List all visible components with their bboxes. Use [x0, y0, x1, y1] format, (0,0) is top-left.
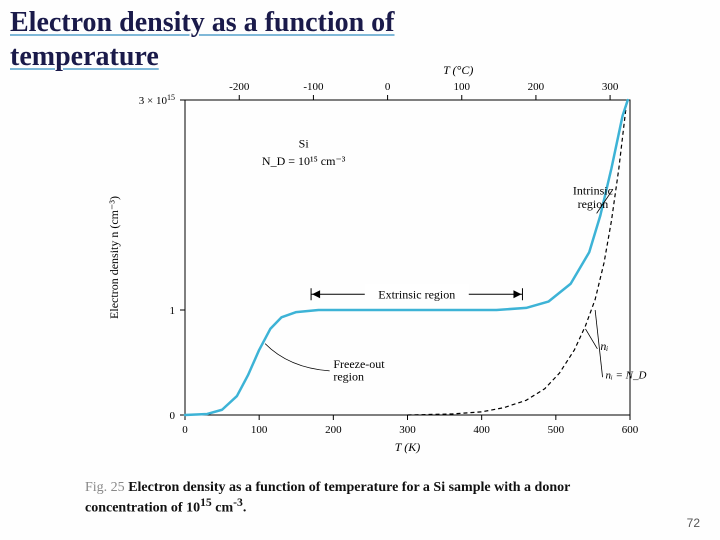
svg-text:600: 600: [622, 424, 639, 436]
svg-text:400: 400: [473, 424, 490, 436]
fig-text-line2a: concentration of 10: [85, 501, 200, 516]
density-chart: 0 100 200 300 400 500 600 T (K) -200 -100 0 100 200 3…: [100, 60, 650, 460]
svg-text:N_D = 10¹⁵ cm⁻³: N_D = 10¹⁵ cm⁻³: [262, 154, 346, 168]
svg-text:200: 200: [325, 424, 342, 436]
svg-text:Electron density n (cm⁻³): Electron density n (cm⁻³): [107, 196, 121, 319]
svg-text:nᵢ: nᵢ: [600, 339, 608, 353]
svg-text:100: 100: [454, 81, 471, 93]
svg-text:region: region: [333, 369, 364, 383]
svg-text:nᵢ = N_D: nᵢ = N_D: [606, 369, 647, 381]
svg-text:1: 1: [170, 305, 176, 317]
svg-text:100: 100: [251, 424, 268, 436]
svg-text:300: 300: [399, 424, 416, 436]
svg-text:0: 0: [182, 424, 188, 436]
figure-caption: Fig. 25 Electron density as a function o…: [85, 480, 705, 517]
svg-text:200: 200: [528, 81, 545, 93]
svg-text:T (°C): T (°C): [443, 63, 473, 77]
svg-text:300: 300: [602, 81, 619, 93]
page-number: 72: [687, 516, 700, 530]
fig-label: Fig. 25: [85, 480, 125, 495]
svg-text:3 × 1015: 3 × 1015: [139, 93, 175, 108]
svg-text:Intrinsic: Intrinsic: [573, 184, 613, 198]
fig-text-line1: Electron density as a function of temper…: [128, 480, 570, 495]
svg-text:-100: -100: [303, 81, 324, 93]
svg-text:Si: Si: [299, 136, 310, 150]
svg-text:T (K): T (K): [395, 440, 420, 454]
svg-text:region: region: [578, 197, 609, 211]
svg-text:0: 0: [385, 81, 391, 93]
svg-text:Extrinsic region: Extrinsic region: [378, 287, 455, 301]
svg-text:500: 500: [548, 424, 565, 436]
svg-text:0: 0: [170, 410, 176, 422]
svg-text:-200: -200: [229, 81, 250, 93]
